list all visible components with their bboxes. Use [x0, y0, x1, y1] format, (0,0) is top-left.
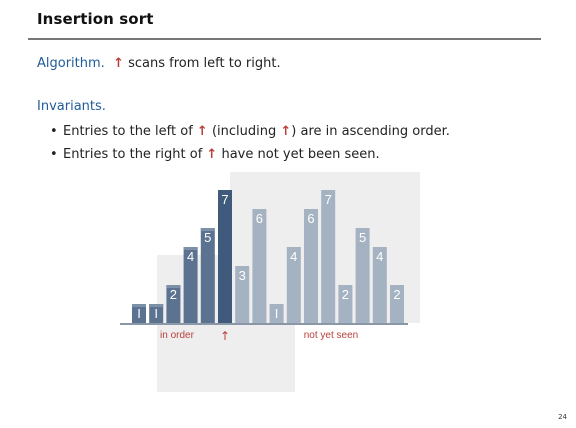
- page-number: 24: [558, 413, 567, 421]
- title-rule: [28, 38, 541, 40]
- bar-label: I: [275, 306, 279, 321]
- bar: [200, 228, 215, 323]
- pointer-arrow-icon: ↑: [196, 124, 208, 139]
- pointer-arrow-icon: ↑: [206, 147, 218, 162]
- bar-label: 4: [376, 249, 383, 264]
- bar: [166, 285, 181, 323]
- pointer-arrow-icon: ↑: [113, 56, 124, 71]
- bar-label: 2: [393, 287, 400, 302]
- baseline: [120, 323, 408, 325]
- bullet-dot-icon: •: [50, 147, 58, 162]
- invariant-text: have not yet been seen.: [221, 147, 380, 162]
- bar: [390, 285, 404, 323]
- bar-label: 2: [170, 287, 177, 302]
- bar: [355, 228, 370, 323]
- bar: [304, 209, 318, 323]
- bar-label: I: [137, 306, 141, 321]
- page-title: Insertion sort: [37, 10, 154, 28]
- bar-label: 6: [256, 211, 263, 226]
- bar: [183, 247, 198, 323]
- invariant-item: • Entries to the right of ↑ have not yet …: [50, 143, 450, 166]
- bar: [269, 304, 284, 323]
- bar: [252, 209, 267, 323]
- invariant-text: ) are in ascending order.: [291, 124, 450, 139]
- invariants-heading: Invariants.: [37, 99, 106, 114]
- bar-highlight: [200, 228, 215, 231]
- not-yet-seen-label: not yet seen: [304, 330, 358, 341]
- invariant-text: Entries to the right of: [63, 147, 203, 162]
- bar-label: 6: [307, 211, 314, 226]
- bar-label: 5: [359, 230, 366, 245]
- bar: [338, 285, 353, 323]
- bar: [132, 304, 146, 323]
- bar: [286, 247, 301, 323]
- bar: [149, 304, 164, 323]
- bar: [321, 190, 336, 323]
- bullet-dot-icon: •: [50, 124, 58, 139]
- pointer-arrow-icon: ↑: [280, 124, 292, 139]
- bar-highlight: [183, 247, 198, 250]
- bar: [235, 266, 250, 323]
- invariant-item: • Entries to the left of ↑ (including ↑) …: [50, 120, 450, 143]
- bar-highlight: [132, 304, 146, 307]
- bar-label: 7: [325, 192, 332, 207]
- bar-label: 2: [342, 287, 349, 302]
- in-order-label: in order: [160, 330, 195, 341]
- bar: [218, 190, 232, 323]
- invariant-text: (including: [211, 124, 277, 139]
- bar-highlight: [166, 285, 181, 288]
- bar-label: 4: [290, 249, 297, 264]
- invariant-text: Entries to the left of: [63, 124, 193, 139]
- bar-label: 5: [204, 230, 211, 245]
- bar-label: I: [154, 306, 158, 321]
- algorithm-label: Algorithm.: [37, 56, 105, 71]
- pointer-arrow-icon: ↑: [220, 329, 230, 343]
- bar: [372, 247, 387, 323]
- bar-label: 7: [221, 192, 228, 207]
- bar-highlight: [149, 304, 164, 307]
- bar-label: 4: [187, 249, 194, 264]
- algorithm-line: Algorithm. ↑ scans from left to right.: [37, 56, 281, 71]
- bar-label: 3: [239, 268, 246, 283]
- algorithm-text: scans from left to right.: [128, 56, 281, 71]
- invariants-list: • Entries to the left of ↑ (including ↑) …: [50, 120, 450, 166]
